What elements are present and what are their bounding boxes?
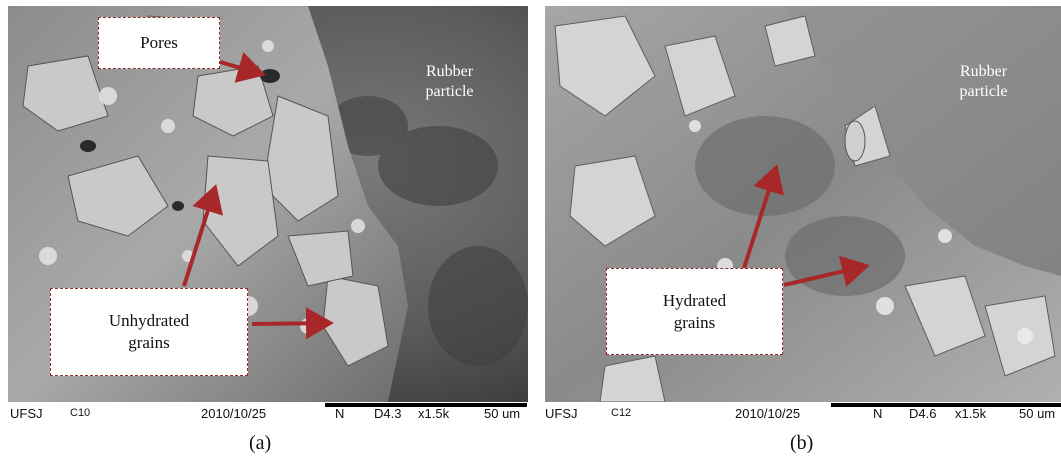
unhydrated-grains-callout: Unhydrated grains <box>50 288 248 376</box>
footer-magnification: x1.5k <box>955 406 987 421</box>
rubber-particle-label-b: Rubber particle <box>959 63 1008 100</box>
footer-distance: D4.3 <box>374 406 402 421</box>
footer-date: 2010/10/25 <box>201 406 267 421</box>
footer-mode: N <box>335 406 345 421</box>
hydrated-grains-callout: Hydrated grains <box>606 268 783 355</box>
footer-distance: D4.6 <box>909 406 937 421</box>
pores-callout: Pores <box>98 17 220 69</box>
scale-bar <box>325 403 527 407</box>
footer-lab: UFSJ <box>545 406 578 421</box>
footer-magnification: x1.5k <box>418 406 450 421</box>
rubber-particle-label-a: Rubber particle <box>425 63 474 100</box>
footer-mode: N <box>873 406 883 421</box>
caption-b: (b) <box>790 432 814 454</box>
panel-a: Rubber particle Pores Unhydrated grains … <box>0 0 528 454</box>
panel-b: Rubber particle Hydrated grains UFSJ C12… <box>540 0 1061 454</box>
footer-b: UFSJ C12 2010/10/25 N D4.6 x1.5k 50 um <box>545 403 1061 423</box>
scale-bar <box>831 403 1061 407</box>
footer-date: 2010/10/25 <box>735 406 801 421</box>
footer-sample: C12 <box>611 407 632 419</box>
footer-scale: 50 um <box>1019 406 1056 421</box>
sem-image-a <box>8 6 528 402</box>
footer-sample: C10 <box>70 407 91 419</box>
footer-lab: UFSJ <box>10 406 43 421</box>
footer-a: UFSJ C10 2010/10/25 N D4.3 x1.5k 50 um <box>8 403 528 423</box>
caption-a: (a) <box>249 432 272 454</box>
footer-scale: 50 um <box>484 406 521 421</box>
